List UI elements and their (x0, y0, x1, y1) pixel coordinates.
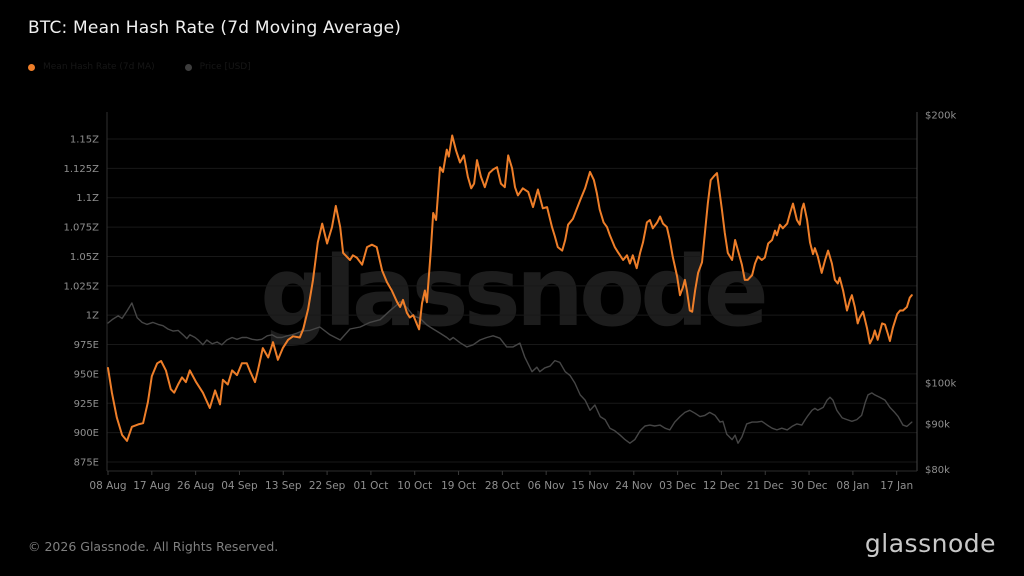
left-axis-tick-label: 1.15Z (70, 135, 99, 146)
x-axis-tick-label: 19 Oct (441, 480, 476, 492)
glassnode-logo: glassnode (864, 529, 996, 558)
legend-item-price[interactable]: Price [USD] (184, 62, 251, 72)
x-axis-tick-label: 15 Nov (571, 480, 608, 492)
x-axis-tick-label: 22 Sep (309, 480, 346, 492)
x-axis-tick-label: 13 Sep (265, 480, 302, 492)
chart-legend: Mean Hash Rate (7d MA) Price [USD] (28, 62, 251, 72)
x-axis-tick-label: 17 Jan (880, 480, 913, 492)
hash-rate-legend-label: Mean Hash Rate (7d MA) (43, 62, 155, 72)
page-title: BTC: Mean Hash Rate (7d Moving Average) (28, 18, 402, 38)
hash-rate-line (107, 134, 913, 442)
left-axis-tick-label: 1.1Z (76, 193, 99, 204)
x-axis-tick-label: 17 Aug (133, 480, 170, 492)
x-axis-tick-label: 08 Jan (836, 480, 869, 492)
left-axis-tick-label: 1.075Z (64, 223, 100, 234)
x-axis-tick-label: 04 Sep (221, 480, 258, 492)
right-axis-tick-label: $80k (925, 465, 950, 476)
right-axis-tick-label: $200k (925, 111, 956, 122)
hash-rate-legend-dot-icon (28, 63, 35, 71)
price-line (107, 300, 913, 444)
x-axis-tick-label: 10 Oct (397, 480, 432, 492)
left-axis-tick-label: 1Z (86, 311, 99, 322)
left-axis-tick-label: 1.025Z (64, 281, 100, 292)
legend-item-hash-rate[interactable]: Mean Hash Rate (7d MA) (28, 62, 155, 72)
x-axis-tick-label: 21 Dec (747, 480, 784, 492)
x-axis-tick-label: 26 Aug (177, 480, 214, 492)
left-axis-tick-label: 1.05Z (70, 252, 99, 263)
x-axis-tick-label: 06 Nov (528, 480, 565, 492)
x-axis-tick-label: 03 Dec (659, 480, 696, 492)
left-axis-tick-label: 875E (74, 458, 99, 469)
right-axis-tick-label: $90k (925, 419, 950, 430)
left-axis-tick-label: 950E (74, 369, 99, 380)
x-axis-tick-label: 01 Oct (353, 480, 388, 492)
x-axis-tick-label: 30 Dec (791, 480, 828, 492)
price-legend-dot-icon (184, 63, 192, 71)
left-axis-tick-label: 975E (74, 340, 99, 351)
left-axis-tick-label: 925E (74, 399, 99, 410)
left-axis-tick-label: 1.125Z (64, 164, 100, 175)
price-legend-label: Price [USD] (199, 62, 251, 72)
x-axis-tick-label: 08 Aug (89, 480, 126, 492)
x-axis-tick-label: 12 Dec (703, 480, 740, 492)
x-axis-tick-label: 28 Oct (485, 480, 520, 492)
x-axis-tick-label: 24 Nov (615, 480, 652, 492)
right-axis-tick-label: $100k (925, 379, 956, 390)
copyright-text: © 2026 Glassnode. All Rights Reserved. (28, 539, 279, 554)
left-axis-tick-label: 900E (74, 428, 99, 439)
